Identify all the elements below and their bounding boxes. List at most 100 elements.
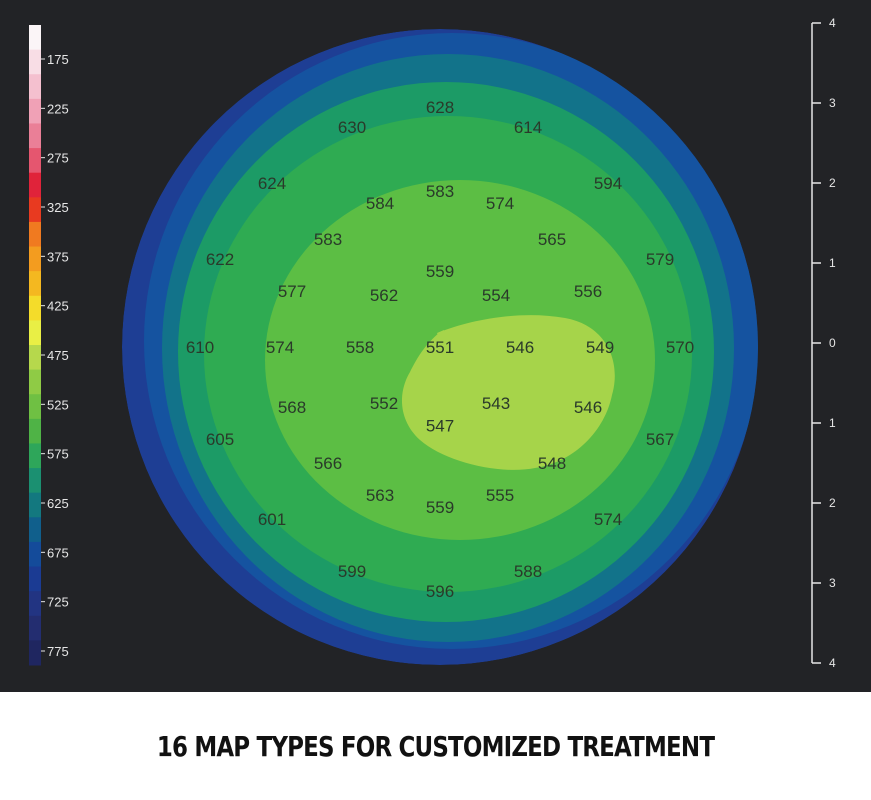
axis-tick-label: 3 [829,576,836,590]
color-scale-segment [29,394,41,420]
color-scale-segment [29,320,41,346]
thickness-value: 583 [426,182,454,201]
thickness-value: 549 [586,338,614,357]
axis-tick-label: 1 [829,416,836,430]
color-scale-label: 625 [47,496,69,511]
thickness-value: 605 [206,430,234,449]
color-scale-segment [29,468,41,494]
color-scale-label: 325 [47,200,69,215]
axis-tick-label: 2 [829,176,836,190]
thickness-value: 599 [338,562,366,581]
thickness-value: 584 [366,194,394,213]
zone-notch [437,330,462,356]
thickness-value: 610 [186,338,214,357]
color-scale-segment [29,295,41,321]
color-scale-segment [29,221,41,248]
thickness-value-labels: 628 630 614 624 594 584 583 574 583 565 622 579 577 5… [186,98,694,601]
axis-tick-label: 3 [829,96,836,110]
thickness-value: 555 [486,486,514,505]
pachymetry-map-svg: 175225275325375425475525575625675725775 … [29,16,836,670]
thickness-value: 622 [206,250,234,269]
thickness-value: 579 [646,250,674,269]
thickness-value: 624 [258,174,286,193]
thickness-value: 556 [574,282,602,301]
thickness-zones [122,29,758,665]
thickness-value: 577 [278,282,306,301]
axis-tick-label: 4 [829,16,836,30]
thickness-value: 630 [338,118,366,137]
axis-tick-label: 4 [829,656,836,670]
color-scale-label: 675 [47,545,69,560]
color-scale-segment [29,172,41,198]
thickness-value: 552 [370,394,398,413]
thickness-value: 559 [426,262,454,281]
pachymetry-map-panel: 175 225 275 325 375 425 475 525 575 625 675 725 775 … [0,0,871,692]
color-scale-segment [29,591,41,617]
axis-tick-label: 0 [829,336,836,350]
color-scale-label: 375 [47,249,69,264]
thickness-value: 596 [426,582,454,601]
color-scale-label: 525 [47,397,69,412]
thickness-map-disc [122,29,758,665]
color-scale-segment [29,271,41,297]
color-scale-segment [29,443,41,469]
thickness-value: 565 [538,230,566,249]
thickness-value: 568 [278,398,306,417]
thickness-value: 574 [486,194,514,213]
color-scale-labels: 175 225 275 325 375 425 475 525 575 625 675 725 775 [41,52,69,659]
axis-tick-label: 2 [829,496,836,510]
thickness-value: 547 [426,416,454,435]
color-scale-label: 775 [47,644,69,659]
thickness-value: 554 [482,286,510,305]
caption-title: 16 MAP TYPES FOR CUSTOMIZED TREATMENT [156,729,715,763]
thickness-value: 570 [666,338,694,357]
thickness-value: 614 [514,118,542,137]
color-scale-segment [29,615,41,641]
thickness-value: 567 [646,430,674,449]
thickness-value: 588 [514,562,542,581]
color-scale-segment [29,492,41,518]
color-scale-segment [29,25,41,51]
color-scale-segment [29,49,41,75]
thickness-value: 543 [482,394,510,413]
color-scale-bar [29,25,41,666]
color-scale-segment [29,98,41,124]
color-scale-segment [29,246,41,272]
color-scale-segment [29,345,41,371]
thickness-value: 563 [366,486,394,505]
thickness-value: 562 [370,286,398,305]
thickness-value: 546 [506,338,534,357]
vertical-axis: 4 3 2 1 0 1 2 3 4 [811,16,836,670]
thickness-value: 559 [426,498,454,517]
thickness-value: 546 [574,398,602,417]
thickness-value: 551 [426,338,454,357]
color-scale-segment [29,418,41,444]
color-scale-label: 475 [47,348,69,363]
thickness-value: 566 [314,454,342,473]
thickness-value: 583 [314,230,342,249]
thickness-value: 558 [346,338,374,357]
color-scale-label: 275 [47,151,69,166]
color-scale-segment [29,197,41,223]
color-scale-segment [29,640,41,666]
thickness-value: 548 [538,454,566,473]
color-scale-segment [29,541,41,568]
color-scale-label: 175 [47,52,69,67]
color-scale-label: 225 [47,101,69,116]
color-scale-segment [29,517,41,543]
color-scale-segment [29,566,41,592]
color-scale-label: 575 [47,447,69,462]
axis-tick-label: 1 [829,256,836,270]
thickness-value: 574 [266,338,294,357]
color-scale-segment [29,148,41,174]
thickness-value: 628 [426,98,454,117]
color-scale-label: 425 [47,299,69,314]
color-scale-segment [29,74,41,100]
thickness-value: 594 [594,174,622,193]
thickness-value: 601 [258,510,286,529]
color-scale-segment [29,369,41,395]
color-scale-label: 725 [47,595,69,610]
color-scale-segment [29,123,41,149]
thickness-value: 574 [594,510,622,529]
zone-thinnest [401,315,615,470]
